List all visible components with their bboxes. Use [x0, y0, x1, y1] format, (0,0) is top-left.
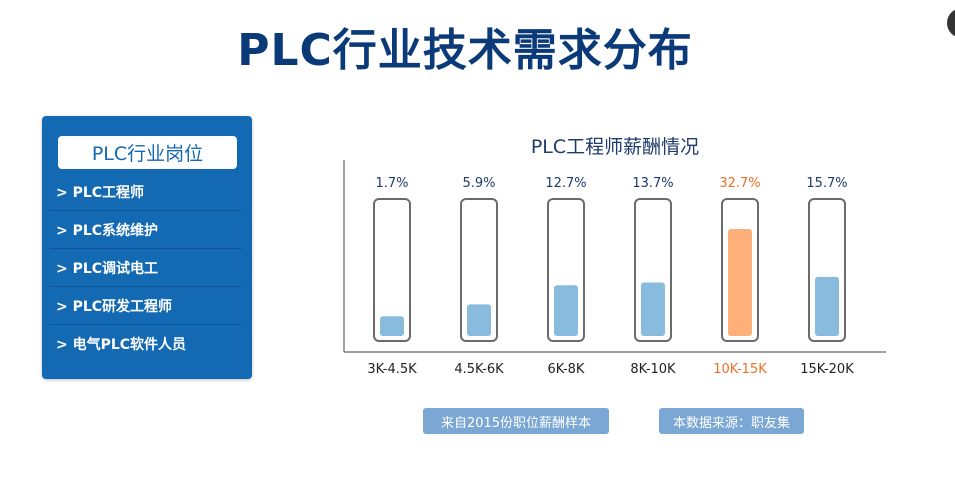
x-tick-label-1: 4.5K-6K — [454, 362, 504, 377]
sidebar-item-plc-maintenance[interactable]: > PLC系统维护 — [50, 211, 242, 249]
bar-2 — [554, 285, 578, 336]
data-label-0: 1.7% — [375, 176, 408, 191]
bar-4 — [728, 229, 752, 336]
bar-3 — [641, 282, 665, 336]
data-label-1: 5.9% — [462, 176, 495, 191]
sidebar-item-plc-engineer[interactable]: > PLC工程师 — [50, 173, 242, 211]
sidebar-list: > PLC工程师 > PLC系统维护 > PLC调试电工 > PLC研发工程师 … — [50, 173, 242, 362]
corner-dot — [947, 8, 955, 38]
bar-tube-0 — [373, 198, 411, 342]
bar-0 — [380, 316, 404, 336]
x-tick-label-0: 3K-4.5K — [367, 362, 417, 377]
salary-bar-chart: 1.7% 3K-4.5K 5.9% 4.5K-6K 12.7% 6K-8K 13.7% 8K-… — [343, 160, 886, 377]
bar-1 — [467, 304, 491, 336]
data-label-5: 15.7% — [806, 176, 847, 191]
data-label-4: 32.7% — [719, 176, 760, 191]
page-title: PLC行业技术需求分布 — [237, 25, 693, 76]
sidebar-title: PLC行业岗位 — [58, 136, 237, 169]
data-label-2: 12.7% — [545, 176, 586, 191]
x-tick-label-3: 8K-10K — [630, 362, 676, 377]
sidebar-item-plc-rnd[interactable]: > PLC研发工程师 — [50, 287, 242, 325]
x-tick-label-2: 6K-8K — [548, 362, 585, 377]
sidebar-panel: PLC行业岗位 > PLC工程师 > PLC系统维护 > PLC调试电工 > P… — [42, 116, 252, 379]
x-tick-label-5: 15K-20K — [800, 362, 854, 377]
sidebar-item-plc-commissioning[interactable]: > PLC调试电工 — [50, 249, 242, 287]
data-label-3: 13.7% — [632, 176, 673, 191]
sample-size-badge: 来自2015份职位薪酬样本 — [423, 408, 609, 434]
chart-title: PLC工程师薪酬情况 — [530, 136, 700, 158]
x-tick-label-4: 10K-15K — [713, 362, 767, 377]
sidebar-item-plc-software[interactable]: > 电气PLC软件人员 — [56, 336, 187, 353]
bar-5 — [815, 276, 839, 336]
data-source-badge: 本数据来源：职友集 — [659, 408, 804, 434]
